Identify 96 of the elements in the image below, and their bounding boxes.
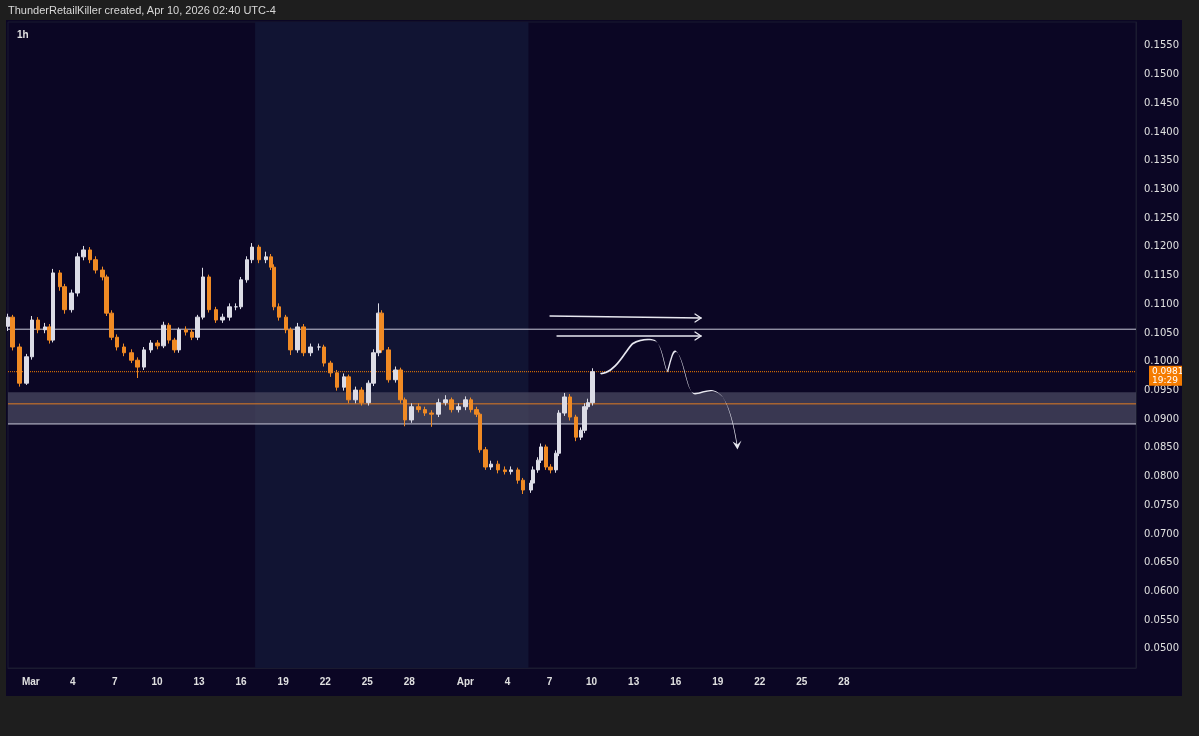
candlestick xyxy=(436,398,441,418)
y-tick-label: 0.1350 xyxy=(1144,154,1180,166)
candlestick xyxy=(335,369,339,392)
candlestick xyxy=(496,460,500,474)
candlestick xyxy=(149,339,153,354)
candlestick xyxy=(214,306,218,324)
candlestick xyxy=(429,409,434,428)
candlestick xyxy=(342,372,346,392)
x-tick-label: Mar xyxy=(21,675,40,687)
x-tick-label: 25 xyxy=(361,675,374,687)
y-tick-label: 0.1200 xyxy=(1144,240,1180,252)
x-tick-label: 10 xyxy=(151,675,163,687)
y-tick-label: 0.0600 xyxy=(1144,584,1180,596)
x-tick-label: 19 xyxy=(277,675,290,687)
candlestick xyxy=(463,395,468,411)
y-tick-label: 0.0900 xyxy=(1144,412,1180,424)
y-tick-label: 0.0950 xyxy=(1144,384,1180,395)
candlestick xyxy=(509,465,513,475)
x-tick-label: 19 xyxy=(712,675,724,687)
candlestick xyxy=(379,309,384,354)
candlestick xyxy=(386,346,391,384)
y-tick-label: 0.0750 xyxy=(1144,498,1180,510)
y-tick-label: 0.0500 xyxy=(1144,642,1180,654)
candlestick xyxy=(328,360,333,378)
ref-line-label: 0.0981 xyxy=(1152,366,1184,377)
candlestick xyxy=(416,402,421,413)
y-tick-label: 0.0800 xyxy=(1144,470,1180,482)
candlestick xyxy=(207,274,211,314)
x-tick-label: 4 xyxy=(504,675,511,687)
y-tick-label: 0.1450 xyxy=(1144,96,1180,108)
candlestick xyxy=(220,313,225,324)
x-tick-label: 4 xyxy=(70,675,77,687)
x-tick-label: 7 xyxy=(112,675,119,687)
candlestick xyxy=(409,402,414,424)
candlestick xyxy=(155,339,160,350)
y-tick-label: 0.0650 xyxy=(1144,556,1180,568)
candlestick xyxy=(301,323,306,357)
text: 19:29 xyxy=(1152,375,1179,386)
candlestick xyxy=(568,393,572,422)
candlestick xyxy=(295,322,300,354)
candlestick xyxy=(239,276,243,310)
x-tick-label: Apr xyxy=(456,675,475,687)
candlestick xyxy=(122,343,126,357)
x-tick-label: 10 xyxy=(586,675,598,687)
x-tick-label: 13 xyxy=(628,675,640,687)
candlestick xyxy=(359,386,364,407)
x-tick-label: 22 xyxy=(319,675,332,687)
candlestick xyxy=(322,344,326,368)
candlestick xyxy=(190,328,194,341)
candlestick xyxy=(177,326,181,354)
candlestick xyxy=(393,366,398,384)
x-tick-label: 16 xyxy=(235,675,248,687)
candlestick xyxy=(10,314,15,351)
x-tick-label: 7 xyxy=(546,675,553,687)
y-tick-label: 0.0700 xyxy=(1144,527,1180,539)
candlestick xyxy=(142,346,146,371)
candlestick xyxy=(590,367,595,407)
candlestick xyxy=(353,386,358,404)
y-tick-label: 0.1500 xyxy=(1144,68,1180,80)
candlestick xyxy=(257,244,261,264)
candlestick xyxy=(456,402,461,413)
candlestick xyxy=(489,460,493,471)
y-tick-label: 0.1550 xyxy=(1144,39,1180,51)
candlestick xyxy=(443,394,448,407)
candlestick xyxy=(36,316,40,334)
x-tick-label: 28 xyxy=(403,675,416,687)
y-tick-label: 0.1250 xyxy=(1144,211,1180,223)
candlestick xyxy=(6,313,10,332)
x-tick-label: 25 xyxy=(796,675,808,687)
y-tick-label: 0.1400 xyxy=(1144,125,1180,137)
candlestick xyxy=(574,414,578,442)
x-tick-label: 16 xyxy=(670,675,682,687)
y-tick-label: 0.1100 xyxy=(1144,297,1180,309)
candlestick xyxy=(43,322,47,334)
candlestick xyxy=(17,343,22,388)
y-tick-label: 0.1300 xyxy=(1144,183,1180,195)
candlestick xyxy=(264,251,268,264)
candlestick xyxy=(227,302,232,322)
candlestick xyxy=(503,465,507,475)
candlestick xyxy=(308,343,313,357)
candlestick xyxy=(51,268,55,343)
candlestick xyxy=(161,321,166,349)
y-tick-label: 0.1150 xyxy=(1144,269,1180,281)
y-tick-label: 0.1050 xyxy=(1144,326,1180,338)
y-tick-label: 0.0850 xyxy=(1144,441,1180,453)
text: ThunderRetailKiller created, Apr 10, 2026 02:40 UTC-4 xyxy=(8,4,276,16)
y-tick-label: 0.1000 xyxy=(1144,355,1180,367)
text: 1h xyxy=(17,28,29,40)
x-tick-label: 22 xyxy=(754,675,766,687)
candlestick xyxy=(423,406,427,417)
candlestick xyxy=(449,397,454,413)
x-tick-label: 13 xyxy=(193,675,206,687)
y-tick-label: 0.0550 xyxy=(1144,613,1180,625)
candlestick xyxy=(184,325,188,337)
candlestick xyxy=(346,374,351,404)
x-tick-label: 28 xyxy=(838,675,850,687)
